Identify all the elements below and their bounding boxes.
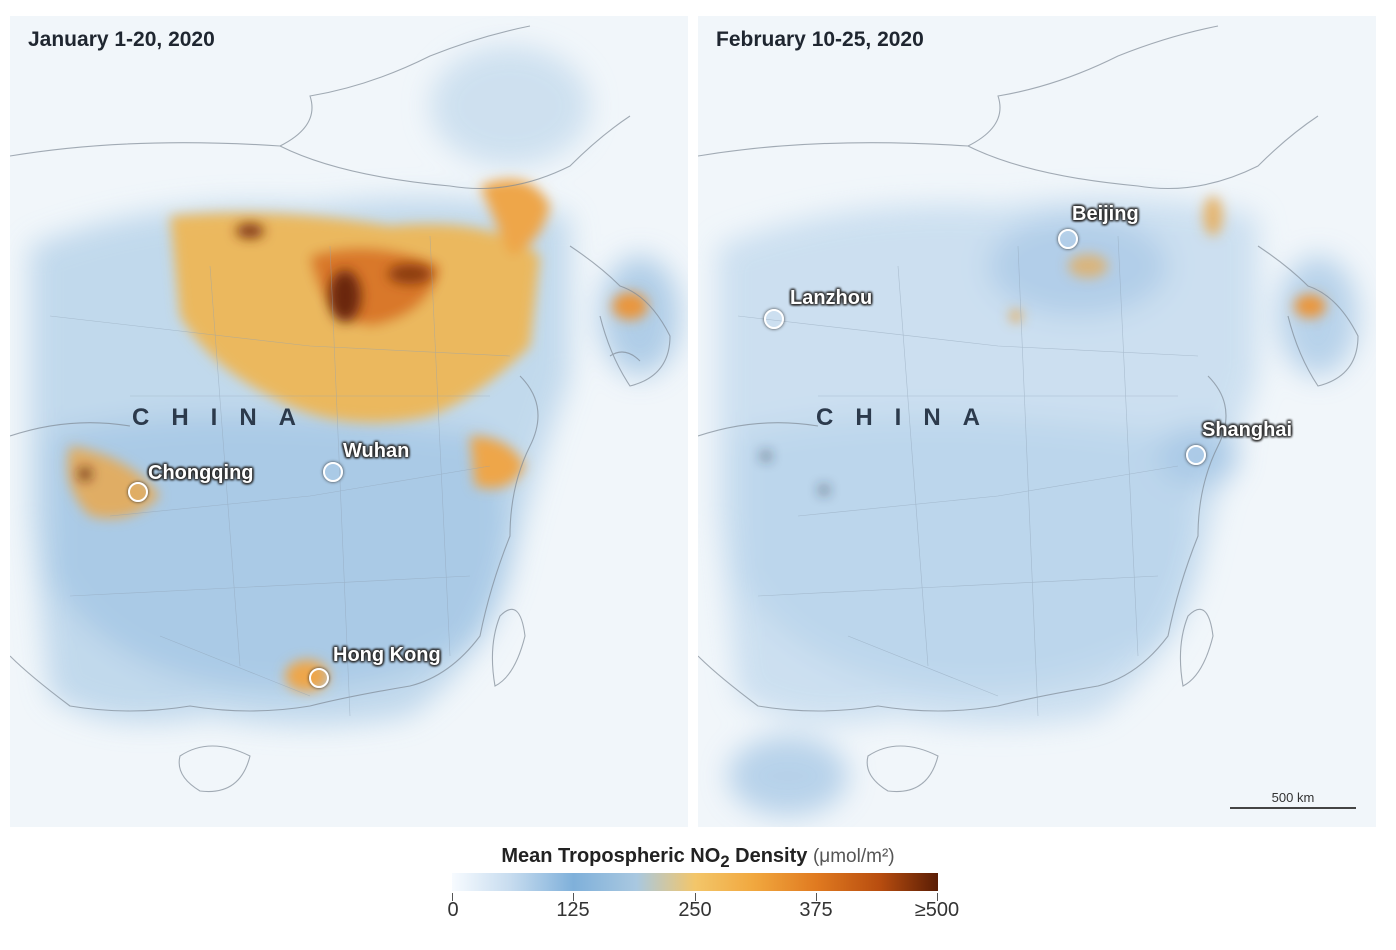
legend-tick-label-375: 375 <box>799 899 833 921</box>
no2-map-february <box>698 16 1376 827</box>
city-ring-icon <box>764 309 784 329</box>
legend-title: Mean Tropospheric NO2 Density (μmol/m²) <box>0 845 1396 872</box>
legend-unit: (μmol/m²) <box>812 846 895 867</box>
legend-tick <box>937 893 938 901</box>
legend-tick-label-500: ≥500 <box>914 899 960 921</box>
scale-line <box>1230 807 1356 809</box>
legend-tick <box>695 893 696 901</box>
color-legend: Mean Tropospheric NO2 Density (μmol/m²) … <box>0 835 1396 950</box>
legend-color-ramp <box>452 873 938 891</box>
city-label-beijing: Beijing <box>1072 203 1139 225</box>
scale-bar: 500 km <box>1230 790 1356 809</box>
city-ring-icon <box>1058 229 1078 249</box>
legend-tick <box>816 893 817 901</box>
city-ring-icon <box>1186 445 1206 465</box>
panel-title-february: February 10-25, 2020 <box>716 28 924 51</box>
scale-label: 500 km <box>1271 790 1315 805</box>
panel-title-january: January 1-20, 2020 <box>28 28 215 51</box>
country-label-china: CHINA <box>132 404 318 431</box>
legend-tick <box>452 893 453 901</box>
city-ring-icon <box>309 668 329 688</box>
map-panel-january: January 1-20, 2020 CHINA Chongqing Wuhan… <box>10 16 688 827</box>
city-label-wuhan: Wuhan <box>343 440 410 462</box>
legend-tick <box>573 893 574 901</box>
legend-tick-label-0: 0 <box>447 899 459 921</box>
city-ring-icon <box>128 482 148 502</box>
legend-tick-label-250: 250 <box>678 899 712 921</box>
legend-title-main: Mean Tropospheric NO <box>501 845 721 867</box>
legend-tick-label-125: 125 <box>556 899 590 921</box>
country-label-china: CHINA <box>816 404 1002 431</box>
legend-title-rest: Density <box>729 845 808 867</box>
legend-title-subscript: 2 <box>720 852 730 871</box>
no2-map-january <box>10 16 688 827</box>
map-panel-february: February 10-25, 2020 CHINA Beijing Lanzh… <box>698 16 1376 827</box>
city-ring-icon <box>323 462 343 482</box>
city-label-hong-kong: Hong Kong <box>333 644 441 666</box>
city-label-shanghai: Shanghai <box>1202 419 1293 441</box>
city-label-chongqing: Chongqing <box>148 462 254 484</box>
city-label-lanzhou: Lanzhou <box>790 287 873 309</box>
